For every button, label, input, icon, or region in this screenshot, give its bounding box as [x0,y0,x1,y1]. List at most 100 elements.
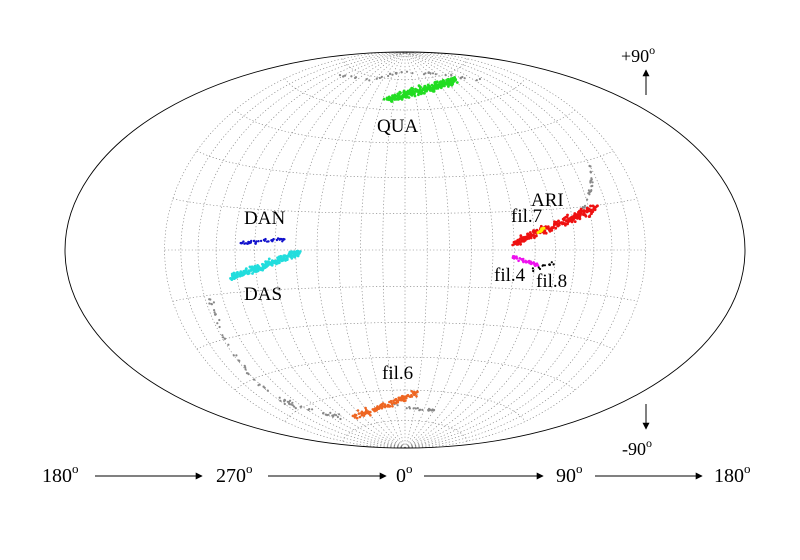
point-fil4 [529,260,532,264]
point-fil6 [364,406,367,410]
meridian [215,51,406,449]
point-fil6 [383,403,387,406]
point-QUA [433,84,437,88]
point-ARI [529,236,533,240]
point-ARI [546,226,549,230]
point-DAN [252,239,256,243]
point-DAS [269,261,272,265]
points-background [208,298,342,421]
point-ARI [532,229,536,233]
point-QUA [393,93,397,97]
point-DAS [265,262,268,266]
points-fil4 [511,254,540,268]
point-DAS [261,266,265,270]
point-background [422,73,426,76]
point-background [344,74,347,77]
point-fil6 [353,413,357,417]
point-fil6 [383,405,386,409]
point-fil6 [386,405,390,408]
point-DAS [261,262,264,266]
point-QUA [427,84,431,88]
lon-label-90: 90o [556,461,583,487]
point-fil6 [365,411,369,415]
points-background [393,403,436,412]
point-QUA [390,98,393,101]
point-QUA [445,80,449,84]
point-QUA [382,97,386,101]
point-DAS [257,265,260,269]
point-fil6 [365,408,368,412]
point-DAN [262,238,266,242]
point-background [210,302,213,306]
point-background [235,354,238,357]
point-background [405,407,408,410]
point-background [299,405,302,408]
point-DAS [285,258,289,261]
point-background [283,402,286,406]
south-label: -90o [622,436,652,459]
point-ARI [528,231,532,234]
point-background [244,368,247,371]
label-dan: DAN [244,208,285,229]
point-background [429,72,432,75]
point-fil6 [362,414,366,417]
point-DAN [255,240,258,243]
point-QUA [429,88,433,92]
point-QUA [413,94,417,98]
label-fil4: fil.4 [494,265,526,286]
point-QUA [423,86,427,90]
point-ARI [589,208,593,212]
label-qua: QUA [377,116,418,137]
point-background [253,378,256,381]
point-background [339,417,342,421]
point-background [221,334,224,337]
point-background [459,76,462,79]
meridian [382,51,406,449]
point-QUA [385,96,389,100]
point-QUA [453,79,456,83]
point-background [419,408,422,411]
point-ARI [535,228,539,232]
point-QUA [387,98,391,102]
point-ARI [548,227,552,231]
point-QUA [433,81,437,85]
point-ARI [565,219,568,223]
point-ARI [595,204,599,208]
point-fil6 [406,393,410,397]
point-ARI [557,219,560,223]
point-fil6 [388,404,392,408]
north-label: +90o [621,43,655,66]
point-background [368,79,371,82]
point-background [283,400,286,403]
point-fil6 [376,405,379,408]
point-background [213,309,216,312]
point-background [587,189,591,192]
meridian [234,51,406,449]
meridian [404,51,494,449]
point-background [431,72,435,75]
meridian [404,51,472,449]
point-background [222,336,225,339]
point-background [338,413,341,416]
meridian [197,51,406,449]
point-ARI [578,213,582,217]
point-QUA [396,97,400,101]
point-background [338,74,342,77]
points-background [575,164,594,219]
point-background [324,413,327,416]
point-fil6 [410,395,414,398]
point-ARI [519,234,523,238]
point-DAS [232,272,236,276]
point-background [590,177,593,180]
points-fil8 [531,261,555,273]
meridian [274,51,406,449]
point-ARI [557,222,561,226]
point-background [589,179,593,182]
point-background [432,409,435,412]
point-DAS [255,270,259,273]
point-QUA [408,91,412,95]
point-DAS [282,254,286,258]
point-background [262,385,265,388]
point-QUA [393,98,396,101]
point-ARI [590,212,593,216]
